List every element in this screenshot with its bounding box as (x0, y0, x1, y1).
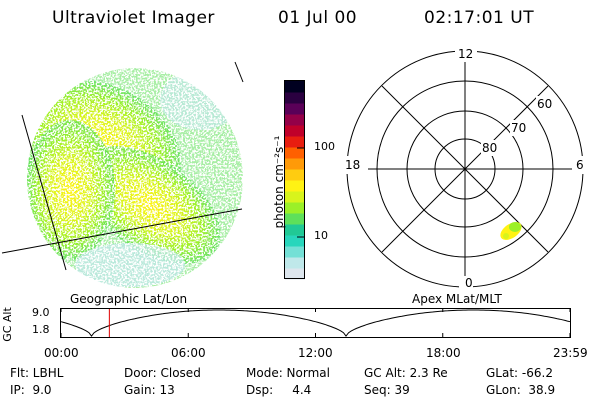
info-seq: Seq: 39 (364, 383, 410, 397)
geographic-caption: Geographic Lat/Lon (70, 292, 188, 306)
colorbar-segment (285, 202, 305, 214)
colorbar-segment (285, 180, 305, 192)
timeline-tick-2359: 23:59 (553, 346, 588, 360)
colorbar-segment (285, 125, 305, 137)
time-label: 02:17:01 UT (424, 8, 535, 28)
colorbar-segment (285, 158, 305, 170)
info-glon: GLon: 38.9 (486, 383, 556, 397)
info-mode: Mode: Normal (246, 366, 330, 380)
info-ip: IP: 9.0 (10, 383, 52, 397)
mlt-label-12: 12 (458, 47, 474, 61)
timeline-tick-0600: 06:00 (171, 346, 206, 360)
mlat-label-70: 70 (511, 121, 527, 135)
aurora-spot (500, 222, 522, 240)
colorbar-segment (285, 147, 305, 159)
mlt-label-6: 6 (576, 158, 584, 172)
polar-mlat-mlt-plot (342, 46, 588, 292)
colorbar-segment (285, 191, 305, 203)
altitude-timeline-plot (60, 308, 571, 338)
apex-caption: Apex MLat/MLT (412, 292, 502, 306)
geographic-image-panel (1, 61, 244, 288)
info-gc-alt: GC Alt: 2.3 Re (364, 366, 448, 380)
mlat-label-80: 80 (482, 141, 498, 155)
timeline-ymin: 1.8 (32, 323, 50, 336)
intensity-colorbar (284, 80, 305, 280)
colorbar-segment (285, 169, 305, 181)
timeline-ymax: 9.0 (32, 306, 50, 319)
mlt-label-18: 18 (345, 158, 361, 172)
lat-lon-grid-lines (1, 61, 244, 271)
info-glat: GLat: -66.2 (486, 366, 553, 380)
info-dsp: Dsp: 4.4 (246, 383, 312, 397)
colorbar-segment (285, 103, 305, 115)
mlt-diagonal-2 (381, 85, 549, 253)
info-filter: Flt: LBHL (10, 366, 64, 380)
info-door: Door: Closed (124, 366, 201, 380)
colorbar-tick-label-100: 100 (314, 140, 335, 153)
instrument-title: Ultraviolet Imager (52, 8, 215, 28)
colorbar-segment (285, 224, 305, 236)
colorbar-segment (285, 92, 305, 104)
timeline-tick-1800: 18:00 (426, 346, 461, 360)
mlt-label-0: 0 (465, 276, 473, 290)
colorbar-segment (285, 136, 305, 148)
mlat-label-60: 60 (537, 97, 553, 111)
colorbar-segment (285, 268, 305, 280)
colorbar-segment (285, 246, 305, 258)
date-label: 01 Jul 00 (278, 8, 358, 28)
colorbar-unit-label: photon cm⁻²s⁻¹ (272, 135, 286, 229)
aurora-emission-image (27, 68, 243, 288)
timeline-tick-0000: 00:00 (44, 346, 79, 360)
colorbar-segment (285, 213, 305, 225)
orbit-altitude-curve (60, 309, 571, 337)
colorbar-segment (285, 114, 305, 126)
colorbar-segment (285, 81, 305, 93)
colorbar-tick-label-10: 10 (314, 229, 328, 242)
info-gain: Gain: 13 (124, 383, 175, 397)
colorbar-segment (285, 235, 305, 247)
colorbar-segment (285, 257, 305, 269)
timeline-tick-1200: 12:00 (298, 346, 333, 360)
